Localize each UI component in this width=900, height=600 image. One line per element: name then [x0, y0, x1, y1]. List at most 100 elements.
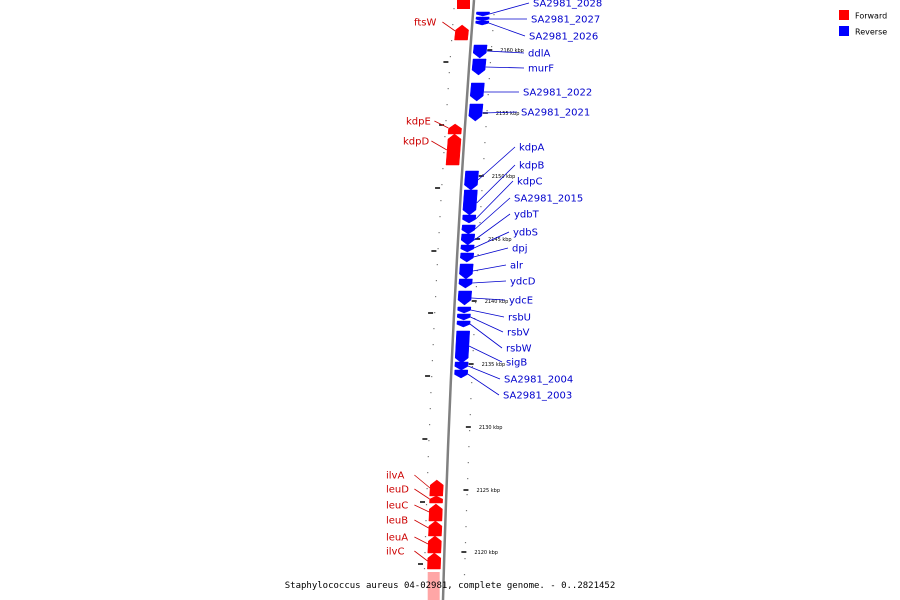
gene-label-SA2981_2026: SA2981_2026: [529, 32, 598, 43]
gene-leader-line: [470, 309, 505, 318]
gene-label-rsbV: rsbV: [507, 328, 530, 339]
grid-dot: [468, 446, 470, 448]
grid-dot: [435, 280, 437, 282]
grid-dot: [481, 190, 483, 192]
grid-dot: [426, 488, 428, 490]
gene-leader-line: [434, 120, 449, 129]
gene-feature-ddlA: [472, 44, 488, 59]
grid-dot: [469, 430, 471, 432]
gene-feature-kdpE: [447, 123, 462, 135]
gene-feature-continuation: [457, 0, 470, 9]
grid-dot: [439, 216, 441, 218]
grid-dot: [492, 30, 494, 32]
gene-leader-line: [414, 536, 429, 545]
gene-feature-rsbV: [456, 313, 471, 321]
gene-leader-line: [414, 519, 429, 529]
gene-leader-line: [488, 22, 526, 37]
gene-leader-line: [467, 373, 500, 396]
grid-dot: [451, 40, 453, 42]
grid-dot: [444, 136, 446, 138]
gene-label-leuD: leuD: [386, 485, 409, 496]
grid-dot: [446, 104, 448, 106]
grid-dot: [435, 296, 437, 298]
grid-dot: [428, 440, 430, 442]
grid-dot: [486, 110, 488, 112]
grid-dot: [471, 366, 473, 368]
gene-feature-SA2981_2027: [475, 16, 490, 22]
grid-dot: [467, 478, 469, 480]
gene-leader-line: [472, 264, 507, 272]
gene-feature-kdpB: [462, 189, 478, 216]
gene-leader-line: [489, 2, 530, 15]
gene-label-kdpB: kdpB: [519, 161, 544, 172]
grid-dot: [441, 184, 443, 186]
gene-label-kdpC: kdpC: [517, 177, 542, 188]
gene-label-leuB: leuB: [386, 516, 408, 527]
grid-dot: [429, 424, 431, 426]
gene-leader-line: [473, 231, 510, 249]
grid-dot: [485, 126, 487, 128]
legend-reverse-label: Reverse: [855, 28, 887, 37]
gene-label-ydbT: ydbT: [514, 210, 540, 221]
grid-dot: [448, 72, 450, 74]
gene-leader-line: [474, 213, 511, 241]
grid-dot: [442, 168, 444, 170]
scale-tick-label: 2145 kbp: [488, 237, 512, 243]
grid-dot: [491, 46, 493, 48]
gene-feature-ilvA: [429, 479, 444, 497]
gene-label-ilvC: ilvC: [386, 547, 404, 558]
grid-dot: [445, 120, 447, 122]
scale-tick-label: 2125 kbp: [476, 488, 500, 494]
gene-label-kdpD: kdpD: [403, 137, 429, 148]
grid-dot: [476, 270, 478, 272]
gene-leader-line: [471, 297, 506, 301]
map-caption: Staphylococcus aureus 04-02981, complete…: [285, 581, 616, 591]
gene-label-SA2981_2003: SA2981_2003: [503, 391, 572, 402]
gene-feature-SA2981_2004: [454, 361, 469, 371]
grid-dot: [425, 520, 427, 522]
grid-dot: [452, 24, 454, 26]
genome-backbone: [441, 0, 476, 600]
gene-feature-leuB: [428, 520, 443, 537]
scale-tick-label: 2135 kbp: [482, 362, 506, 368]
grid-dot: [475, 286, 477, 288]
grid-dot: [423, 568, 426, 570]
grid-dot: [430, 392, 432, 394]
gene-feature-SA2981_2015: [461, 224, 476, 235]
grid-dot: [436, 264, 438, 266]
gene-features: [427, 0, 490, 600]
gene-labels: SA2981_2028 SA2981_2027 SA2981_2026 ftsW ddl…: [386, 0, 602, 562]
gene-feature-kdpC: [462, 214, 477, 224]
grid-dot: [464, 542, 467, 544]
gene-leader-line: [469, 323, 503, 349]
grid-dot: [438, 232, 440, 234]
grid-dot: [440, 200, 442, 202]
gene-feature-ydcE: [457, 290, 472, 306]
grid-dot: [487, 94, 489, 96]
grid-dot: [425, 504, 428, 506]
grid-dot: [433, 328, 435, 330]
gene-label-SA2981_2015: SA2981_2015: [514, 194, 583, 205]
gene-label-ftsW: ftsW: [414, 18, 436, 29]
legend-forward-label: Forward: [855, 12, 887, 21]
gene-label-SA2981_2021: SA2981_2021: [521, 108, 590, 119]
gene-feature-leuD: [429, 495, 443, 504]
gene-feature-murF: [471, 58, 487, 76]
gene-leader-line: [468, 345, 503, 363]
grid-dot: [453, 8, 455, 10]
gene-feature-alr: [459, 263, 474, 280]
gene-label-SA2981_2028: SA2981_2028: [533, 0, 602, 10]
grid-dot: [482, 174, 484, 176]
gene-label-rsbW: rsbW: [506, 344, 532, 355]
grid-dot: [447, 88, 449, 90]
gene-label-alr: alr: [510, 261, 524, 272]
gene-feature-SA2981_2022: [469, 82, 485, 102]
grid-dot: [424, 536, 427, 538]
grid-dot: [493, 14, 495, 16]
gene-label-ilvA: ilvA: [386, 471, 404, 482]
grid-dot: [449, 56, 451, 58]
gene-label-SA2981_2004: SA2981_2004: [504, 375, 573, 386]
grid-dot: [437, 248, 439, 250]
gene-leader-line: [467, 365, 501, 380]
scale-tick-label: 2155 kbp: [496, 111, 520, 117]
